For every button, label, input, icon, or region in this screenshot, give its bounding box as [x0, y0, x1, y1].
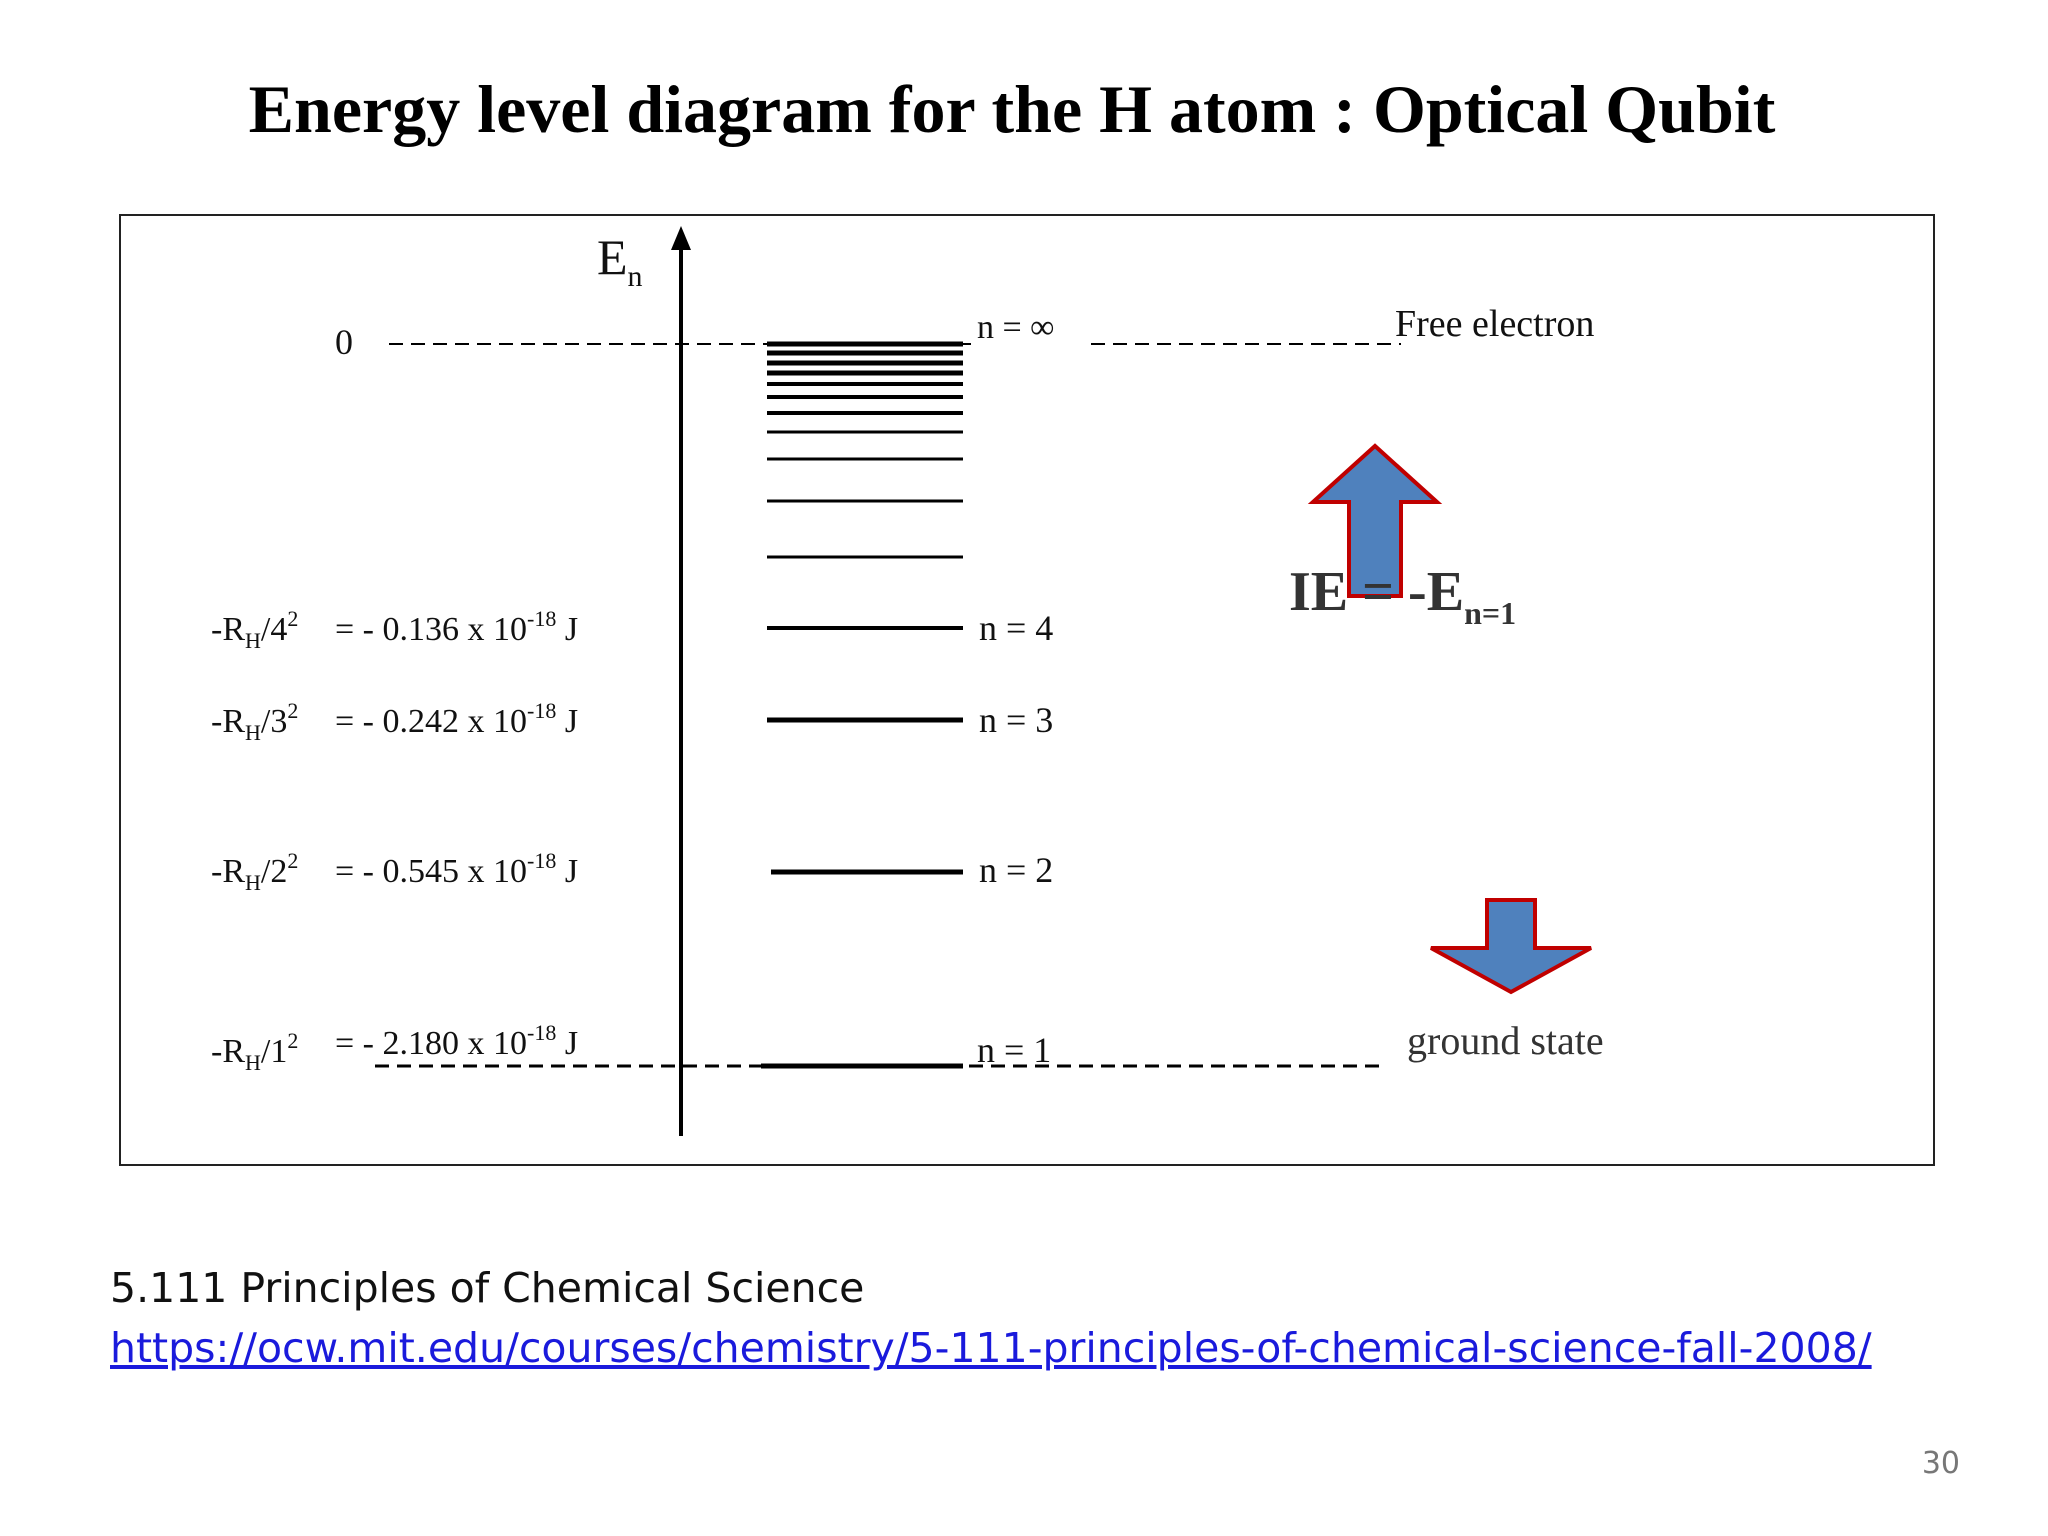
page-number: 30: [1921, 1446, 1960, 1481]
course-title: 5.111 Principles of Chemical Science: [110, 1264, 865, 1312]
level-n3-label: n = 3: [979, 700, 1053, 740]
level-n2-label: n = 2: [979, 850, 1053, 890]
level-n3-energy: -RH/32 = - 0.242 x 10-18 J: [211, 689, 578, 745]
energy-axis-arrowhead: [671, 226, 691, 250]
axis-label: En: [597, 229, 643, 293]
upper-levels: [767, 341, 963, 559]
energy-level-diagram: En 0 n = ∞ Free electron n = 4 -RH/42 = …: [119, 214, 1935, 1166]
source-caption: 5.111 Principles of Chemical Science htt…: [110, 1258, 1872, 1378]
ionization-energy-label: IE = -En=1: [1289, 561, 1516, 631]
diagram-canvas: En 0 n = ∞ Free electron n = 4 -RH/42 = …: [211, 226, 1604, 1136]
free-electron-label: Free electron: [1395, 303, 1594, 345]
down-arrow-icon: [1430, 898, 1592, 995]
ground-state-label: ground state: [1407, 1018, 1604, 1063]
zero-label: 0: [335, 322, 353, 362]
level-n1-energy: -RH/12 = - 2.180 x 10-18 J: [211, 1019, 578, 1075]
level-n4-label: n = 4: [979, 608, 1053, 648]
level-n4-energy: -RH/42 = - 0.136 x 10-18 J: [211, 597, 578, 653]
infinity-label: n = ∞: [977, 309, 1054, 346]
course-link[interactable]: https://ocw.mit.edu/courses/chemistry/5-…: [110, 1324, 1872, 1372]
level-n2-energy: -RH/22 = - 0.545 x 10-18 J: [211, 839, 578, 895]
up-arrow-icon: [1307, 443, 1443, 598]
slide-title: Energy level diagram for the H atom : Op…: [248, 71, 1776, 147]
level-n1-label: n = 1: [977, 1030, 1051, 1070]
